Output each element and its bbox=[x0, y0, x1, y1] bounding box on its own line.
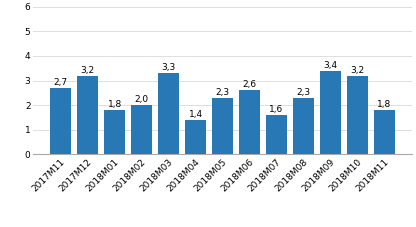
Text: 2,3: 2,3 bbox=[215, 88, 230, 97]
Bar bbox=[266, 115, 287, 154]
Bar bbox=[186, 120, 206, 154]
Bar bbox=[131, 105, 152, 154]
Bar bbox=[240, 90, 260, 154]
Text: 3,2: 3,2 bbox=[81, 66, 95, 75]
Bar bbox=[77, 76, 98, 154]
Text: 1,4: 1,4 bbox=[188, 110, 203, 119]
Text: 3,2: 3,2 bbox=[350, 66, 364, 75]
Text: 3,4: 3,4 bbox=[324, 61, 338, 70]
Text: 1,8: 1,8 bbox=[107, 100, 122, 109]
Bar bbox=[320, 71, 341, 154]
Bar bbox=[158, 73, 179, 154]
Bar bbox=[104, 110, 125, 154]
Text: 1,6: 1,6 bbox=[270, 105, 284, 114]
Text: 1,8: 1,8 bbox=[377, 100, 391, 109]
Bar bbox=[293, 98, 314, 154]
Text: 2,7: 2,7 bbox=[54, 78, 68, 87]
Text: 2,0: 2,0 bbox=[134, 95, 149, 104]
Bar bbox=[213, 98, 233, 154]
Bar bbox=[50, 88, 71, 154]
Bar bbox=[347, 76, 368, 154]
Bar bbox=[374, 110, 395, 154]
Text: 3,3: 3,3 bbox=[161, 63, 176, 72]
Text: 2,6: 2,6 bbox=[243, 80, 257, 89]
Text: 2,3: 2,3 bbox=[297, 88, 311, 97]
